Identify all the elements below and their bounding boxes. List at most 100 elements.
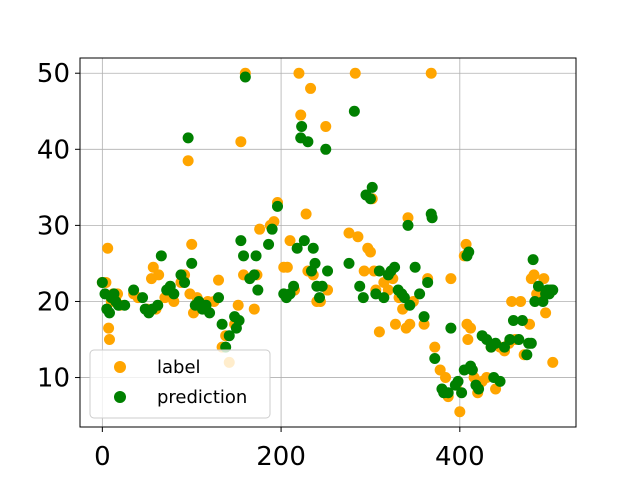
point-prediction — [418, 311, 430, 323]
point-label — [389, 318, 401, 330]
legend-box — [89, 349, 271, 419]
point-prediction — [366, 181, 378, 193]
point-label — [284, 235, 296, 247]
point-prediction — [529, 295, 541, 307]
point-prediction — [204, 307, 216, 319]
point-prediction — [119, 299, 131, 311]
point-label — [454, 406, 466, 418]
point-prediction — [532, 280, 544, 292]
point-label — [429, 341, 441, 353]
point-label — [320, 120, 332, 132]
point-label — [182, 155, 194, 167]
point-prediction — [357, 292, 369, 304]
point-prediction — [128, 284, 140, 296]
point-label — [364, 246, 376, 258]
point-label — [147, 261, 159, 273]
point-prediction — [288, 280, 300, 292]
point-prediction — [291, 242, 303, 254]
point-label — [281, 261, 293, 273]
point-prediction — [309, 257, 321, 269]
point-label — [538, 273, 550, 285]
point-label — [186, 238, 198, 250]
point-prediction — [373, 265, 385, 277]
x-tick-label: 400 — [435, 442, 485, 472]
point-label — [547, 356, 559, 368]
point-prediction — [213, 292, 225, 304]
point-prediction — [504, 334, 516, 346]
data-points — [96, 67, 559, 418]
point-prediction — [266, 223, 278, 235]
point-prediction — [389, 261, 401, 273]
point-prediction — [248, 269, 260, 281]
point-prediction — [314, 292, 326, 304]
y-tick-label: 40 — [37, 135, 70, 165]
point-prediction — [316, 280, 328, 292]
point-prediction — [152, 299, 164, 311]
point-label — [305, 82, 317, 94]
point-prediction — [378, 292, 390, 304]
point-prediction — [307, 242, 319, 254]
point-label — [103, 334, 115, 346]
point-prediction — [547, 284, 559, 296]
point-prediction — [429, 353, 441, 365]
point-label — [349, 67, 361, 79]
point-prediction — [507, 314, 519, 326]
point-prediction — [182, 132, 194, 144]
point-prediction — [456, 387, 468, 399]
point-prediction — [168, 288, 180, 300]
point-prediction — [239, 71, 251, 83]
point-prediction — [494, 375, 506, 387]
y-tick-label: 20 — [37, 287, 70, 317]
point-prediction — [463, 246, 475, 258]
y-tick-label: 10 — [37, 364, 70, 394]
point-prediction — [322, 265, 334, 277]
point-prediction — [521, 349, 533, 361]
point-prediction — [186, 257, 198, 269]
point-label — [528, 269, 540, 281]
series-prediction — [96, 71, 559, 399]
point-label — [295, 109, 307, 121]
point-prediction — [296, 120, 308, 132]
point-prediction — [302, 136, 314, 148]
x-tick-label: 200 — [256, 442, 306, 472]
point-prediction — [398, 292, 410, 304]
point-label — [102, 242, 114, 254]
legend-text-prediction: prediction — [157, 387, 247, 408]
legend-marker-label — [114, 361, 126, 373]
point-prediction — [96, 276, 108, 288]
point-prediction — [348, 105, 360, 117]
point-prediction — [103, 307, 115, 319]
point-label — [293, 67, 305, 79]
point-prediction — [527, 254, 539, 266]
point-label — [418, 318, 430, 330]
point-prediction — [252, 284, 264, 296]
point-label — [235, 136, 247, 148]
point-prediction — [442, 387, 454, 399]
point-label — [232, 299, 244, 311]
point-prediction — [490, 337, 502, 349]
point-prediction — [516, 314, 528, 326]
point-prediction — [354, 280, 366, 292]
point-label — [358, 265, 370, 277]
point-prediction — [525, 337, 537, 349]
point-prediction — [233, 314, 245, 326]
point-prediction — [298, 235, 310, 247]
y-tick-label: 50 — [37, 59, 70, 89]
point-prediction — [499, 341, 511, 353]
point-label — [506, 295, 518, 307]
point-label — [404, 318, 416, 330]
point-prediction — [402, 219, 414, 231]
point-prediction — [272, 200, 284, 212]
point-prediction — [179, 276, 191, 288]
point-prediction — [343, 257, 355, 269]
point-prediction — [137, 292, 149, 304]
point-prediction — [466, 364, 478, 376]
point-prediction — [250, 250, 262, 262]
point-label — [445, 273, 457, 285]
point-label — [462, 334, 474, 346]
point-label — [168, 295, 180, 307]
point-prediction — [513, 334, 525, 346]
point-label — [465, 322, 477, 334]
point-label — [373, 326, 385, 338]
